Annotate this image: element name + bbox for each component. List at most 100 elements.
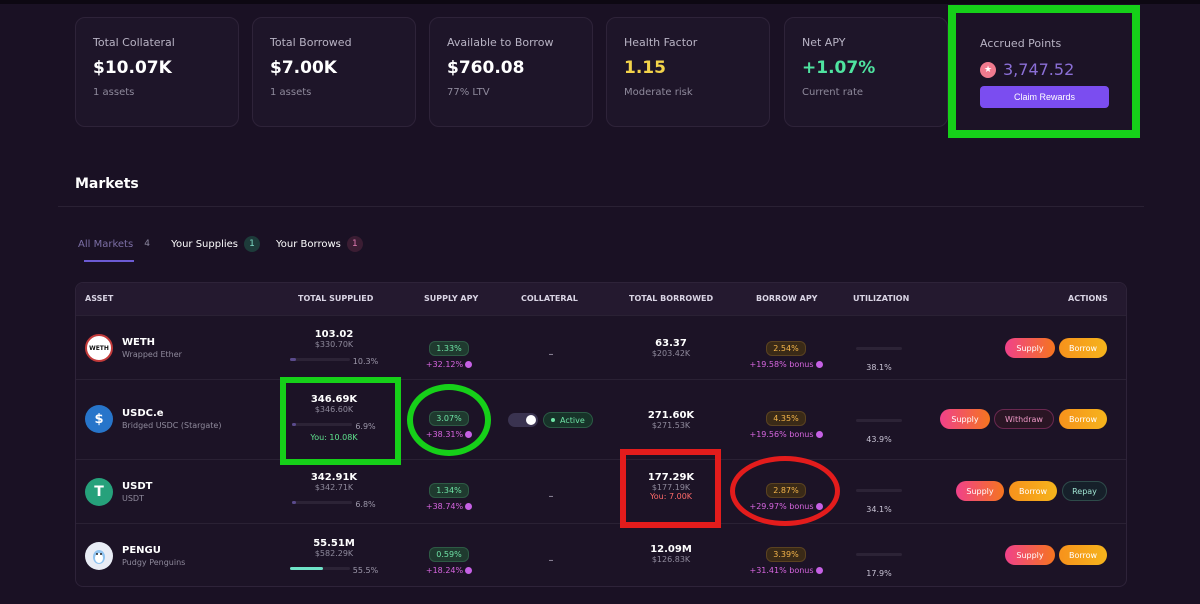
highlight-box-supplied [280,377,401,465]
stat-label: Health Factor [624,36,698,49]
supplied-usd: $330.70K [314,340,354,349]
stat-value: $760.08 [447,58,525,78]
supply-progress-fill [289,358,296,361]
stat-label: Available to Borrow [447,36,554,49]
supplied-amount: 342.91K [310,472,358,483]
header-asset: ASSET [85,294,114,303]
total-borrowed-cell: 177.29K $177.19K You: 7.00K [626,472,716,501]
utilization-value: 38.1% [866,363,892,372]
total-supplied-cell: 342.91K $342.71K 6.8% [284,472,384,511]
borrow-button[interactable]: Borrow [1059,338,1107,358]
utilization-value: 17.9% [866,569,892,578]
collateral-status: Active [560,415,585,425]
supply-progress-bar [289,567,350,570]
pengu-logo-icon [85,542,113,570]
collateral-toggle[interactable] [508,413,538,427]
tab-label: Your Supplies [171,238,238,250]
supplied-percent: 10.3% [352,357,379,366]
supply-apy-cell: 1.33% +32.12% [414,336,484,369]
supply-bonus: +38.74% [425,502,464,511]
header-total-supplied: TOTAL SUPPLIED [298,294,374,303]
table-header: ASSET TOTAL SUPPLIED SUPPLY APY COLLATER… [76,283,1126,315]
supply-progress-bar [292,423,353,426]
stats-row: Total Collateral $10.07K 1 assets Total … [75,17,1150,127]
supplied-percent: 6.8% [355,500,376,509]
total-borrowed-cell: 12.09M $126.83K [626,544,716,564]
tab-your-borrows[interactable]: Your Borrows 1 [276,236,363,252]
stat-value: $10.07K [93,58,172,78]
asset-cell: T USDT USDT [85,478,152,506]
markets-table: ASSET TOTAL SUPPLIED SUPPLY APY COLLATER… [75,282,1127,587]
supply-bonus: +18.24% [425,566,464,575]
borrowed-usd: $271.53K [651,421,691,430]
total-supplied-cell: 55.51M $582.29K 55.5% [284,538,384,577]
supply-button[interactable]: Supply [940,409,990,429]
table-row: T USDT USDT 342.91K $342.71K 6.8% 1.34% … [76,459,1126,523]
stat-sub: Current rate [802,87,864,98]
supply-apy-cell: 0.59% +18.24% [414,542,484,575]
collateral-empty: – [548,349,554,360]
total-supplied-cell: 103.02 $330.70K 10.3% [284,329,384,368]
total-supplied-cell: 346.69K $346.60K 6.9% You: 10.08K [284,394,384,442]
borrow-apy-cell: 4.35% +19.56% bonus [741,406,831,439]
borrowed-usd: $177.19K [651,483,691,492]
borrowed-amount: 177.29K [647,472,695,483]
supply-button[interactable]: Supply [956,481,1004,501]
tab-label: Your Borrows [276,238,341,250]
header-actions: ACTIONS [1068,294,1108,303]
asset-symbol: USDT [122,481,153,492]
borrow-apy-badge: 4.35% [766,411,806,426]
borrow-button[interactable]: Borrow [1059,409,1107,429]
header-utilization: UTILIZATION [853,294,910,303]
market-tabs: All Markets 4 Your Supplies 1 Your Borro… [78,236,379,252]
supply-apy-badge: 1.33% [429,341,469,356]
utilization-cell: 43.9% [854,410,904,444]
table-row: WETH WETH Wrapped Ether 103.02 $330.70K … [76,315,1126,379]
stat-value: $7.00K [270,58,337,78]
claim-rewards-button[interactable]: Claim Rewards [980,86,1109,108]
utilization-value: 34.1% [866,505,892,514]
tab-count: 4 [144,239,151,249]
top-edge [0,0,1200,4]
tab-all-markets[interactable]: All Markets 4 [78,236,155,252]
supply-apy-badge: 0.59% [429,547,469,562]
utilization-cell: 38.1% [854,338,904,372]
borrow-bonus: +31.41% bonus [749,566,814,575]
tab-your-supplies[interactable]: Your Supplies 1 [171,236,260,252]
points-value: 3,747.52 [1003,60,1075,79]
penguin-icon [93,550,105,564]
supplied-usd: $582.29K [314,549,354,558]
stat-net-apy: Net APY +1.07% Current rate [784,17,948,127]
total-borrowed-cell: 271.60K $271.53K [626,410,716,430]
tab-count: 1 [346,236,363,252]
borrow-apy-badge: 2.54% [766,341,806,356]
supply-progress-bar [289,358,350,361]
table-row: $ USDC.e Bridged USDC (Stargate) 346.69K… [76,379,1126,459]
toggle-knob [526,415,536,425]
usdc-logo-icon: $ [85,405,113,433]
utilization-cell: 17.9% [854,544,904,578]
supply-progress-fill [292,501,297,504]
stat-value: 1.15 [624,58,666,78]
borrow-button[interactable]: Borrow [1009,481,1057,501]
usdt-logo-icon: T [85,478,113,506]
utilization-cell: 34.1% [854,480,904,514]
repay-button[interactable]: Repay [1062,481,1107,501]
stat-label: Total Borrowed [270,36,352,49]
borrow-button[interactable]: Borrow [1059,545,1107,565]
utilization-value: 43.9% [866,435,892,444]
supplied-usd: $342.71K [314,483,354,492]
borrow-apy-cell: 2.54% +19.58% bonus [741,336,831,369]
table-row: PENGU Pudgy Penguins 55.51M $582.29K 55.… [76,523,1126,586]
supplied-amount: 103.02 [314,329,354,340]
you-supplied: You: 10.08K [310,433,358,442]
header-supply-apy: SUPPLY APY [424,294,479,303]
you-borrowed: You: 7.00K [649,492,693,501]
stat-available-to-borrow: Available to Borrow $760.08 77% LTV [429,17,593,127]
supply-button[interactable]: Supply [1005,338,1055,358]
withdraw-button[interactable]: Withdraw [994,409,1054,429]
supply-button[interactable]: Supply [1005,545,1055,565]
star-badge-icon: ★ [980,61,996,78]
utilization-bar [856,553,902,556]
header-borrow-apy: BORROW APY [756,294,818,303]
